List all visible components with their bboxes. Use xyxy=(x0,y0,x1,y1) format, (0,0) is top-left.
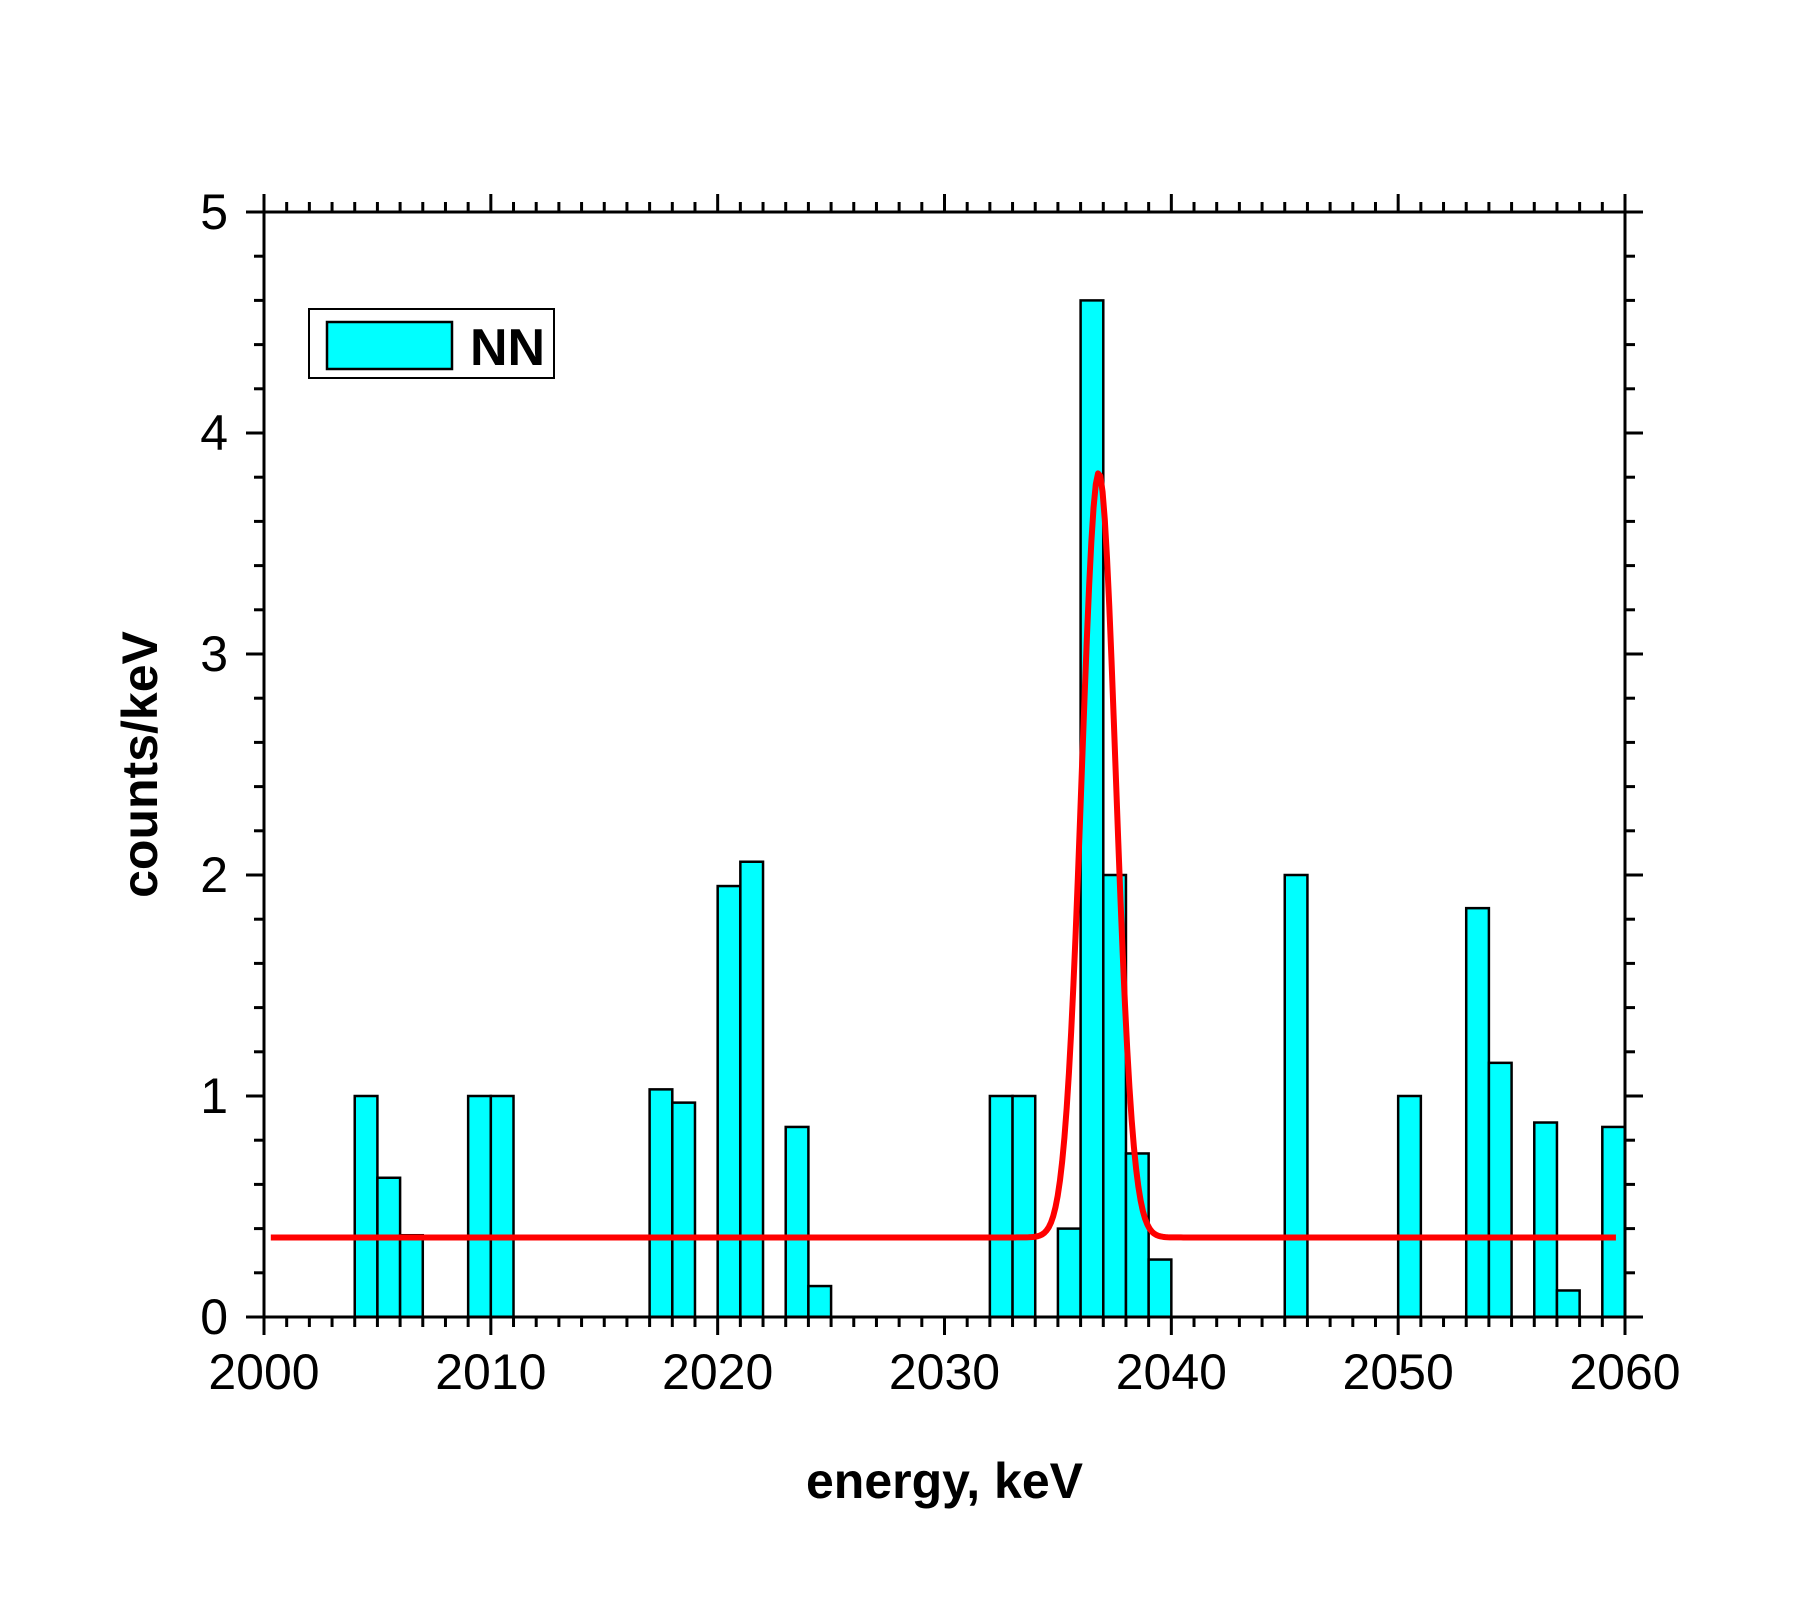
bar-14 xyxy=(1079,299,1105,1319)
bar-6 xyxy=(671,1101,697,1319)
bar-8 xyxy=(739,860,765,1319)
x-tick-label: 2050 xyxy=(1343,1344,1454,1400)
x-axis-title: energy, keV xyxy=(806,1453,1084,1509)
x-tick-label: 2020 xyxy=(662,1344,773,1400)
bar-11 xyxy=(988,1094,1014,1319)
bar-18 xyxy=(1283,873,1309,1319)
bar-23 xyxy=(1555,1289,1581,1319)
bar-17 xyxy=(1147,1258,1173,1319)
x-tick-label: 2010 xyxy=(435,1344,546,1400)
bar-22 xyxy=(1533,1121,1559,1319)
bar-19 xyxy=(1396,1094,1423,1319)
bar-2 xyxy=(398,1233,425,1319)
bar-10 xyxy=(807,1284,833,1319)
y-axis-title: counts/keV xyxy=(112,630,168,897)
fit-curve xyxy=(270,470,1617,1241)
bar-3 xyxy=(466,1094,493,1319)
y-tick-label: 0 xyxy=(200,1289,228,1345)
legend-label-nn: NN xyxy=(470,319,545,377)
bar-1 xyxy=(376,1176,402,1319)
bar-13 xyxy=(1056,1227,1082,1319)
y-tick-label: 5 xyxy=(200,184,228,240)
y-tick-label: 3 xyxy=(200,626,228,682)
axis-ticks xyxy=(246,194,1643,1335)
y-tick-label: 2 xyxy=(200,847,228,903)
bar-4 xyxy=(489,1094,515,1319)
y-tick-label: 4 xyxy=(200,405,228,461)
y-tick-label: 1 xyxy=(200,1068,228,1124)
x-tick-label: 2030 xyxy=(889,1344,1000,1400)
legend-swatch-nn xyxy=(325,320,454,371)
bar-12 xyxy=(1011,1094,1037,1319)
x-tick-label: 2040 xyxy=(1116,1344,1227,1400)
bar-21 xyxy=(1487,1061,1513,1319)
x-tick-label: 2060 xyxy=(1569,1344,1680,1400)
bar-7 xyxy=(716,884,742,1319)
bar-24 xyxy=(1601,1125,1627,1319)
histogram-bars xyxy=(353,299,1627,1319)
tick-labels: 2000 2010 2020 2030 2040 2050 2060 0 1 2 3 4 5 xyxy=(200,184,1680,1400)
bar-0 xyxy=(353,1094,379,1319)
x-tick-label: 2000 xyxy=(208,1344,319,1400)
plot-frame xyxy=(262,210,1627,1319)
bar-9 xyxy=(784,1125,810,1319)
bar-5 xyxy=(648,1088,674,1319)
bar-20 xyxy=(1464,906,1491,1319)
legend: NN xyxy=(308,308,555,379)
